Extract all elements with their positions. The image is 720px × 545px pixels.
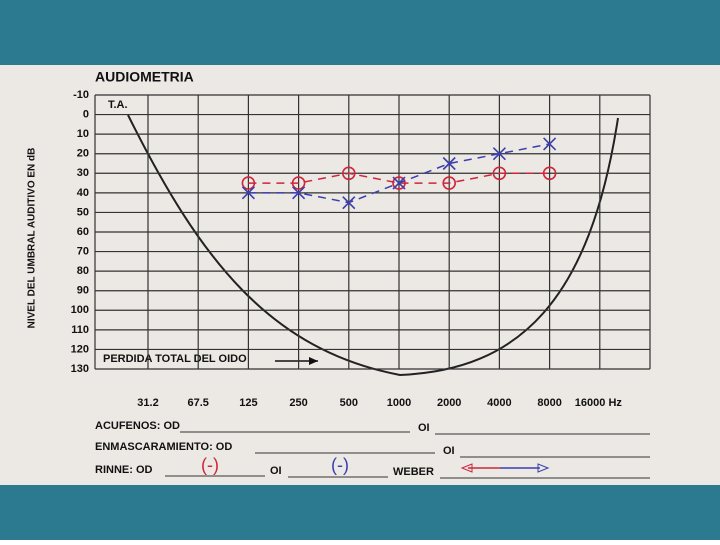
x-tick-label: 31.2 xyxy=(137,397,158,409)
form-label: ACUFENOS: OD xyxy=(95,420,180,432)
y-tick-label: 70 xyxy=(77,245,89,257)
marker xyxy=(292,186,306,200)
annotation-arrowhead xyxy=(309,357,318,365)
y-tick-label: 0 xyxy=(83,108,89,120)
series-line xyxy=(248,172,550,184)
marker xyxy=(543,137,557,151)
top-band xyxy=(0,0,720,65)
x-tick-label: 1000 xyxy=(387,397,411,409)
form: ACUFENOS: OD OI ENMASCARAMIENTO: OD OI R… xyxy=(95,420,650,479)
x-tick-label: 500 xyxy=(340,397,358,409)
x-tick-label: 67.5 xyxy=(187,397,208,409)
y-tick-label: 20 xyxy=(77,148,89,160)
marker xyxy=(241,186,255,200)
x-tick-label: 250 xyxy=(289,397,307,409)
weber-arrowhead xyxy=(460,463,473,473)
form-label: OI xyxy=(443,445,455,457)
x-tick-label: 4000 xyxy=(487,397,511,409)
y-tick-label: 30 xyxy=(77,167,89,179)
marker xyxy=(291,176,306,190)
form-label: WEBER xyxy=(393,466,434,478)
marker xyxy=(542,166,557,181)
rinne-oi-value: (-) xyxy=(331,455,349,475)
marker xyxy=(241,176,256,190)
y-tick-label: 130 xyxy=(71,363,89,375)
y-axis-label: NIVEL DEL UMBRAL AUDITIVO EN dB xyxy=(27,148,38,329)
form-label: RINNE: OD xyxy=(95,464,153,476)
bottom-band xyxy=(0,485,720,540)
marker xyxy=(341,166,356,181)
form-label: OI xyxy=(270,465,282,477)
form-label: ENMASCARAMIENTO: OD xyxy=(95,441,232,453)
annotation: PERDIDA TOTAL DEL OIDO xyxy=(103,353,247,365)
plot-area: -10 0 10 20 30 40 50 60 70 80 90 100 110 120 130 31.2 67… xyxy=(71,89,651,409)
y-tick-label: 80 xyxy=(77,265,89,277)
y-tick-label: 120 xyxy=(71,343,89,355)
x-tick-label: 16000 Hz xyxy=(575,397,623,409)
x-tick-label: 125 xyxy=(239,397,257,409)
marker xyxy=(392,176,406,190)
y-tick-label: 110 xyxy=(71,324,89,336)
y-tick-label: 50 xyxy=(77,206,89,218)
marker xyxy=(442,176,457,190)
marker xyxy=(342,196,356,210)
rinne-od-value: (-) xyxy=(201,455,219,475)
marker xyxy=(442,156,456,171)
marker xyxy=(392,176,406,190)
form-label: OI xyxy=(418,422,430,434)
x-tick-label: 2000 xyxy=(437,397,461,409)
y-tick-label: 100 xyxy=(71,304,89,316)
chart-title: AUDIOMETRIA xyxy=(95,69,194,85)
annotation: T.A. xyxy=(108,99,128,111)
marker xyxy=(492,147,506,161)
y-tick-label: 10 xyxy=(77,128,89,140)
y-tick-label: 40 xyxy=(77,187,89,199)
y-tick-label: 90 xyxy=(77,285,89,297)
y-tick-label: -10 xyxy=(73,89,89,101)
marker xyxy=(492,166,507,181)
x-tick-label: 8000 xyxy=(537,397,561,409)
annotation-bg xyxy=(100,352,250,366)
y-tick-label: 60 xyxy=(77,226,89,238)
weber-arrowhead xyxy=(537,463,550,473)
